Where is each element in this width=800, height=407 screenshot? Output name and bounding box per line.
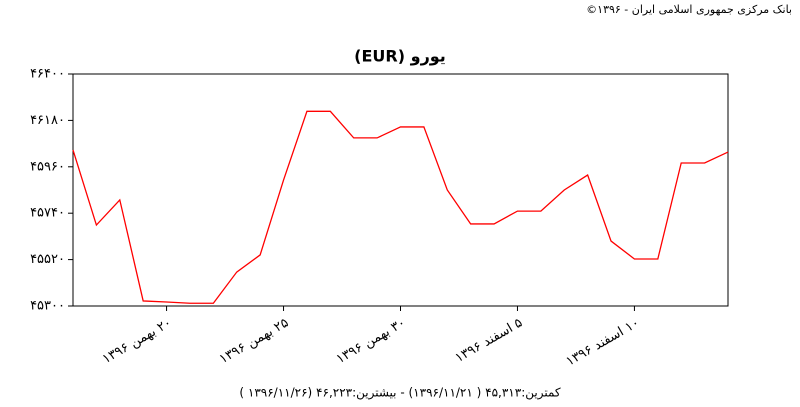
line [72,110,729,304]
y-tick-label: ۴۵۵۲۰ [30,252,65,267]
credit: بانک مرکزی جمهوری اسلامی ایران - ۱۳۹۶© [586,3,792,16]
plot-frame [72,73,729,307]
x-tick-label: ۲۰ بهمن ۱۳۹۶ [100,316,174,368]
y-tick-label: ۴۵۹۶۰ [30,159,65,174]
x-tick-label: ۵ اسفند ۱۳۹۶ [453,315,525,366]
y-tick-label: ۴۵۷۴۰ [30,206,65,221]
y-tick-label: ۴۵۳۰۰ [30,299,65,314]
x-tick-label: ۳۰ بهمن ۱۳۹۶ [334,316,408,368]
x-tick-label: ۱۰ اسفند ۱۳۹۶ [564,316,643,370]
chart-title: یورو (EUR) [354,47,446,66]
y-tick-label: ۴۶۱۸۰ [30,113,65,128]
x-tick-label: ۲۵ بهمن ۱۳۹۶ [217,315,291,367]
y-tick-label: ۴۶۴۰۰ [30,67,65,82]
caption: کمترین:۴۵,۳۱۳ ( ۱۳۹۶/۱۱/۲۱) - بیشترین:۴۶… [239,386,560,401]
